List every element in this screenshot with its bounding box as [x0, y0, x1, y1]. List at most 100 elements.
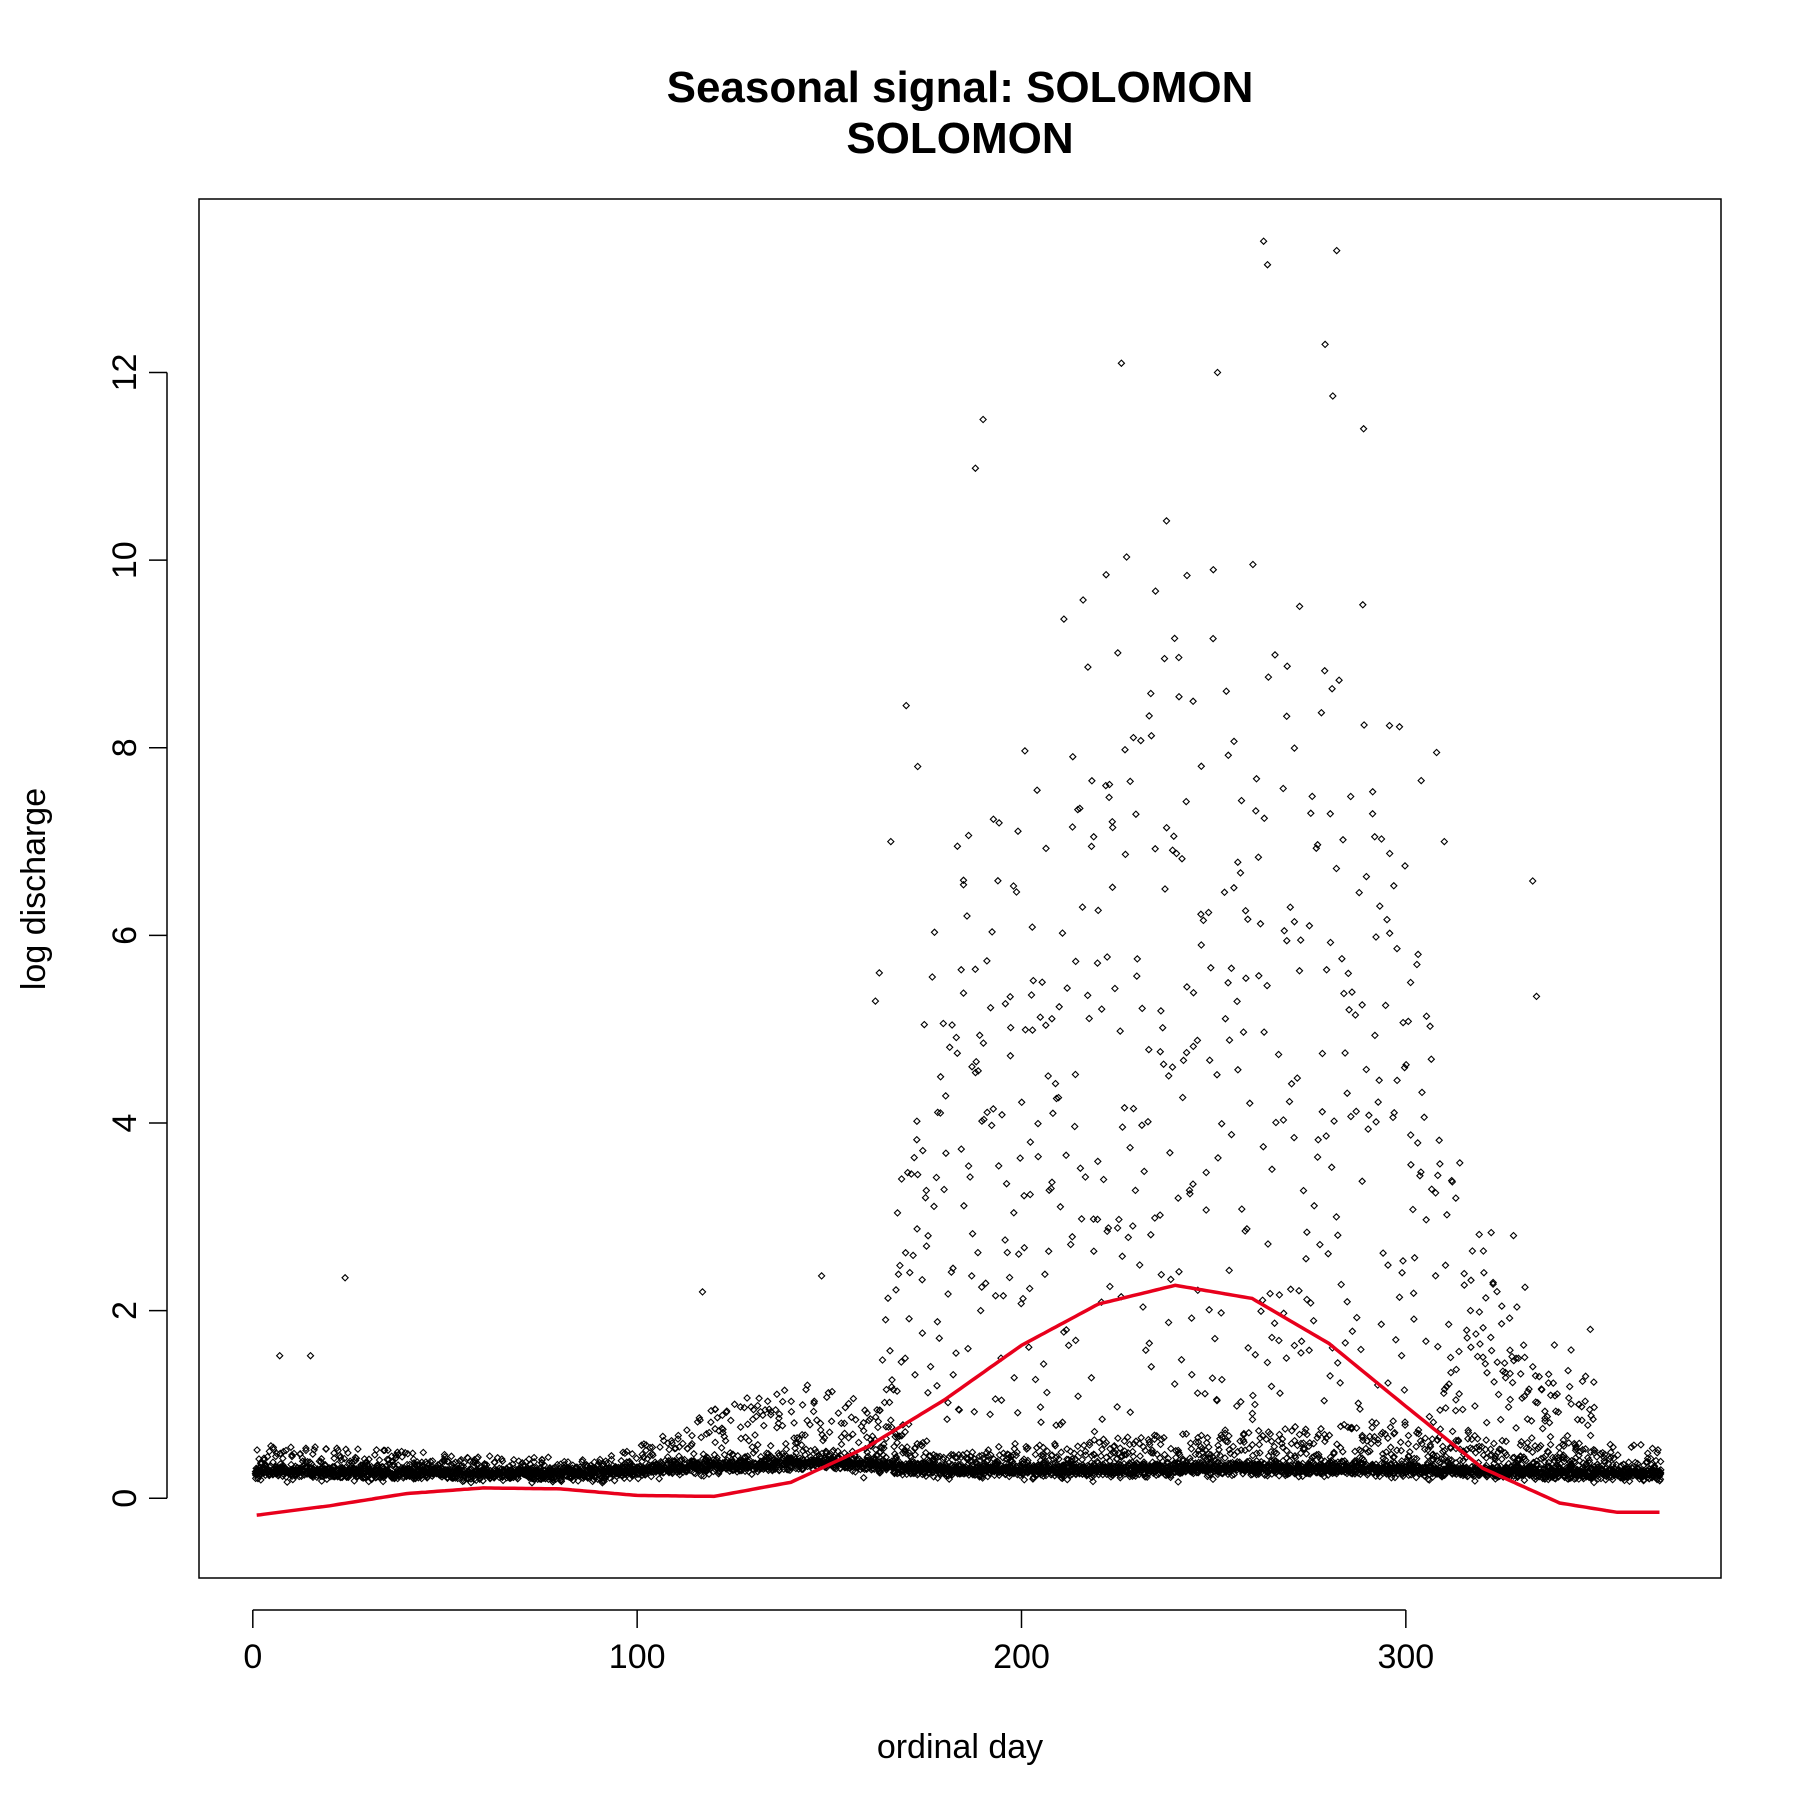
data-point	[1098, 1415, 1107, 1424]
data-point	[1327, 1163, 1336, 1172]
data-point	[678, 1455, 686, 1464]
data-point	[678, 1439, 687, 1448]
data-point	[689, 1456, 698, 1465]
data-point	[881, 1461, 890, 1470]
data-point	[801, 1431, 809, 1439]
data-point	[1237, 796, 1246, 805]
data-point	[490, 1458, 499, 1467]
data-point	[269, 1445, 278, 1454]
data-point	[721, 1436, 730, 1445]
data-point	[1051, 1441, 1060, 1450]
data-point	[889, 1385, 898, 1394]
data-point	[1341, 1339, 1350, 1347]
data-point	[435, 1465, 444, 1474]
data-point	[778, 1449, 787, 1458]
data-point	[802, 1385, 810, 1394]
data-point	[1098, 1445, 1106, 1454]
data-point	[882, 1422, 890, 1431]
data-point	[793, 1434, 801, 1442]
data-point	[1451, 1406, 1460, 1415]
data-point	[943, 1415, 951, 1424]
data-point	[1108, 823, 1117, 832]
data-point	[1087, 1373, 1096, 1382]
data-point	[1254, 1426, 1263, 1435]
data-point	[1020, 1455, 1028, 1464]
data-point	[933, 1108, 942, 1117]
data-point	[1355, 888, 1364, 897]
data-point	[879, 1440, 888, 1449]
data-point	[322, 1445, 330, 1453]
data-point	[1021, 1025, 1030, 1034]
data-point	[851, 1415, 860, 1424]
data-point	[1126, 777, 1135, 786]
data-point	[806, 1420, 814, 1429]
data-point	[683, 1467, 691, 1476]
data-point	[401, 1448, 410, 1457]
data-point	[1418, 1088, 1426, 1097]
data-point	[1037, 1451, 1046, 1460]
data-point	[405, 1464, 413, 1473]
data-point	[1135, 1261, 1144, 1269]
data-point	[781, 1439, 790, 1448]
data-point	[1020, 1243, 1029, 1252]
data-point	[1309, 1316, 1318, 1325]
data-point	[1156, 1047, 1165, 1056]
data-point	[999, 1291, 1008, 1300]
data-point	[1217, 1309, 1226, 1317]
data-point	[1345, 1005, 1353, 1014]
data-point	[1068, 823, 1077, 831]
data-point	[864, 1452, 873, 1461]
data-point	[1047, 1184, 1055, 1193]
data-point	[954, 1405, 963, 1414]
data-point	[1081, 1447, 1090, 1456]
data-point	[1233, 858, 1242, 867]
data-point	[932, 1173, 941, 1182]
data-point	[675, 1443, 684, 1451]
data-point	[485, 1452, 494, 1460]
data-point	[1374, 1098, 1383, 1106]
data-point	[1205, 1056, 1214, 1065]
data-point	[1225, 1036, 1234, 1044]
data-point	[929, 1472, 938, 1481]
data-point	[622, 1458, 631, 1466]
data-point	[975, 1031, 984, 1040]
data-point	[372, 1446, 381, 1454]
data-point	[1398, 1268, 1406, 1277]
data-point	[1420, 1113, 1429, 1122]
data-point	[812, 1416, 821, 1424]
data-point	[1279, 1116, 1288, 1124]
data-point	[1356, 1405, 1364, 1413]
data-point	[1433, 1171, 1442, 1180]
data-point	[1182, 1048, 1191, 1057]
data-point	[901, 1248, 910, 1257]
data-point	[837, 1440, 846, 1449]
data-point	[893, 1459, 902, 1467]
data-point	[1094, 906, 1103, 915]
data-point	[1225, 1432, 1233, 1440]
data-point	[936, 1072, 945, 1081]
data-point	[1079, 596, 1087, 604]
data-point	[751, 1431, 759, 1439]
data-point	[1322, 1132, 1331, 1140]
data-point	[766, 1441, 775, 1450]
data-point	[514, 1457, 523, 1465]
data-point	[1085, 1438, 1094, 1447]
data-point	[811, 1445, 819, 1454]
data-point	[638, 1450, 647, 1459]
data-point	[1257, 1307, 1265, 1316]
data-point	[928, 1460, 937, 1469]
data-point	[1126, 1408, 1135, 1417]
data-point	[983, 1108, 992, 1117]
data-point	[388, 1457, 397, 1466]
data-point	[1234, 1065, 1242, 1074]
data-point	[1399, 1257, 1407, 1265]
data-point	[875, 1406, 884, 1415]
data-point	[1162, 823, 1171, 832]
data-point	[1043, 1388, 1051, 1397]
data-point	[674, 1435, 682, 1443]
data-point	[995, 819, 1003, 827]
data-point	[1348, 988, 1356, 996]
data-point	[306, 1458, 314, 1466]
data-point	[1017, 1098, 1026, 1107]
data-point	[1114, 1434, 1122, 1443]
